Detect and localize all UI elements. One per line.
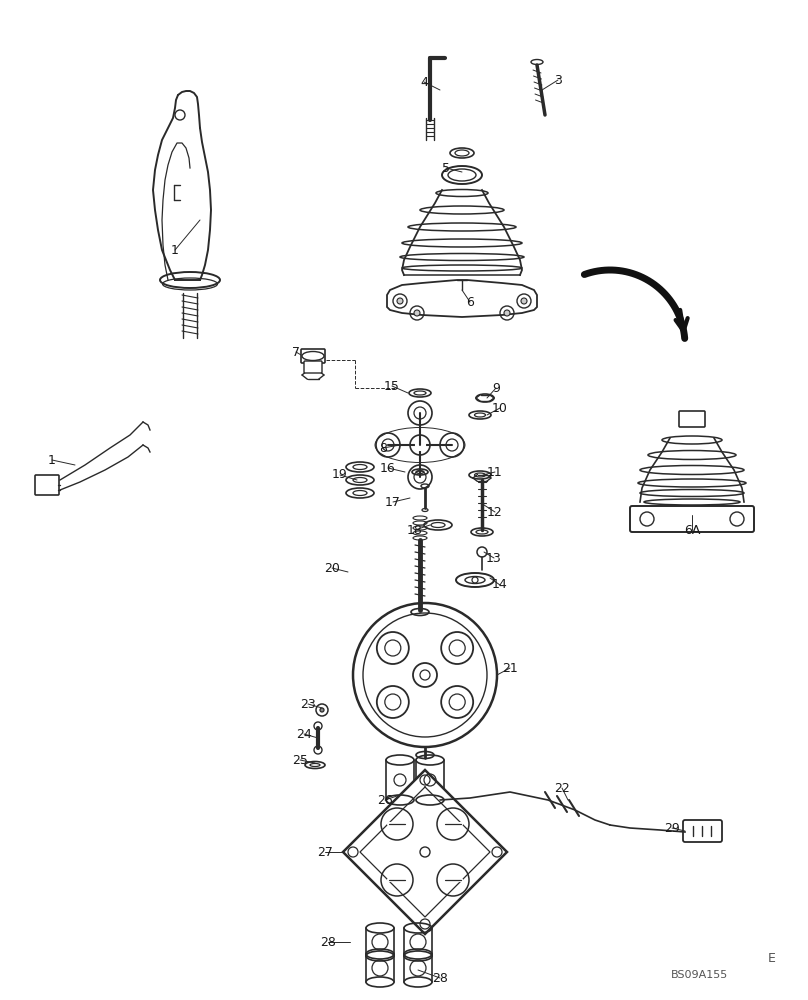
Text: 6A: 6A — [684, 524, 701, 536]
Text: 19: 19 — [332, 468, 348, 482]
Text: 27: 27 — [317, 846, 333, 858]
FancyBboxPatch shape — [679, 411, 705, 427]
Circle shape — [504, 310, 510, 316]
Text: 23: 23 — [300, 698, 316, 710]
FancyBboxPatch shape — [35, 475, 59, 495]
Text: 29: 29 — [664, 822, 680, 834]
Ellipse shape — [366, 951, 394, 961]
Text: 11: 11 — [487, 466, 503, 479]
FancyBboxPatch shape — [683, 820, 722, 842]
Text: 1: 1 — [171, 243, 179, 256]
Circle shape — [320, 708, 324, 712]
Text: 13: 13 — [486, 552, 502, 564]
Text: 5: 5 — [442, 161, 450, 174]
Text: 8: 8 — [379, 442, 387, 454]
Text: 15: 15 — [384, 379, 400, 392]
Text: E: E — [768, 952, 776, 964]
Ellipse shape — [366, 977, 394, 987]
Text: 7: 7 — [292, 346, 300, 359]
Text: 3: 3 — [554, 74, 562, 87]
FancyBboxPatch shape — [630, 506, 754, 532]
Text: 4: 4 — [420, 76, 428, 89]
Text: 21: 21 — [502, 662, 518, 674]
Ellipse shape — [404, 951, 432, 961]
FancyBboxPatch shape — [301, 349, 325, 363]
Text: 28: 28 — [432, 972, 448, 984]
Text: 6: 6 — [466, 296, 474, 308]
Ellipse shape — [404, 977, 432, 987]
Circle shape — [521, 298, 527, 304]
Circle shape — [397, 298, 403, 304]
Polygon shape — [343, 770, 507, 934]
Text: 14: 14 — [492, 578, 508, 591]
Text: 22: 22 — [554, 782, 570, 794]
Text: BS09A155: BS09A155 — [671, 970, 729, 980]
Text: 20: 20 — [324, 562, 340, 574]
Text: 25: 25 — [292, 754, 308, 766]
Text: 16: 16 — [380, 462, 396, 475]
Text: 26: 26 — [377, 794, 393, 806]
Text: 10: 10 — [492, 401, 508, 414]
FancyBboxPatch shape — [304, 361, 322, 373]
Circle shape — [414, 310, 420, 316]
Text: 17: 17 — [385, 495, 401, 508]
Polygon shape — [387, 280, 537, 317]
Text: 28: 28 — [320, 936, 336, 948]
Text: 18: 18 — [407, 524, 423, 536]
Text: 9: 9 — [492, 381, 500, 394]
Text: 12: 12 — [487, 506, 503, 518]
Text: 24: 24 — [296, 728, 312, 740]
Text: 1: 1 — [48, 454, 56, 466]
